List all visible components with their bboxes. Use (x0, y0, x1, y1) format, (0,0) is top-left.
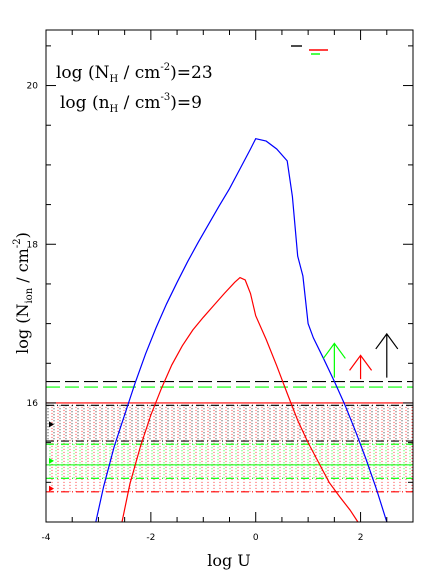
series-line (121, 276, 359, 523)
lower-limit-arrow (322, 342, 346, 378)
annotation-text: / cm (118, 93, 160, 113)
annotation-superscript: -2 (160, 62, 170, 73)
y-tick-label: 16 (27, 399, 39, 409)
y-tick-label: 20 (27, 82, 39, 92)
edge-markers (49, 421, 54, 492)
plot-frame (45, 29, 414, 523)
annotation-subscript: H (110, 104, 119, 115)
y-label-superscript: -2 (12, 238, 23, 248)
annotation-text: / cm (118, 63, 160, 83)
y-tick-label: 18 (27, 240, 39, 250)
annotation-text: )=9 (170, 93, 202, 113)
annotation-column-density: log (NH / cm-2)=23 (56, 62, 213, 85)
x-tick-label: -4 (42, 533, 51, 543)
edge-marker (49, 457, 54, 464)
hatched-band (51, 406, 413, 492)
y-label-text: / cm (13, 248, 32, 288)
horizontal-lines (46, 380, 413, 493)
hatched-bands (47, 405, 413, 492)
y-label-text: ) (13, 232, 32, 238)
y-label-text: log (N (13, 304, 32, 354)
x-tick-label: 0 (253, 533, 259, 543)
x-tick-label: 2 (358, 533, 364, 543)
edge-marker (49, 485, 54, 492)
annotation-subscript: H (109, 74, 118, 85)
legend (291, 45, 328, 55)
lower-limit-arrow (375, 332, 399, 378)
axis-ticks: -4 -2 0 2 16 18 20 (27, 30, 414, 543)
annotation-text: log (N (56, 63, 110, 83)
lower-limit-arrow (349, 354, 373, 380)
annotation-superscript: -3 (160, 92, 170, 103)
lower-limit-arrows (322, 332, 399, 380)
series-line (95, 138, 388, 523)
x-tick-label: -2 (146, 533, 155, 543)
x-axis-label: log U (207, 551, 251, 570)
y-label-subscript: ion (24, 287, 35, 303)
y-axis-label: log (Nion / cm-2) (12, 232, 35, 354)
hatched-band (49, 444, 411, 479)
annotation-text: )=23 (170, 63, 213, 83)
annotation-text: log (n (60, 93, 110, 113)
series-lines (95, 138, 388, 523)
edge-marker (49, 421, 54, 428)
annotation-density: log (nH / cm-3)=9 (60, 92, 202, 115)
hatched-band (47, 405, 409, 442)
